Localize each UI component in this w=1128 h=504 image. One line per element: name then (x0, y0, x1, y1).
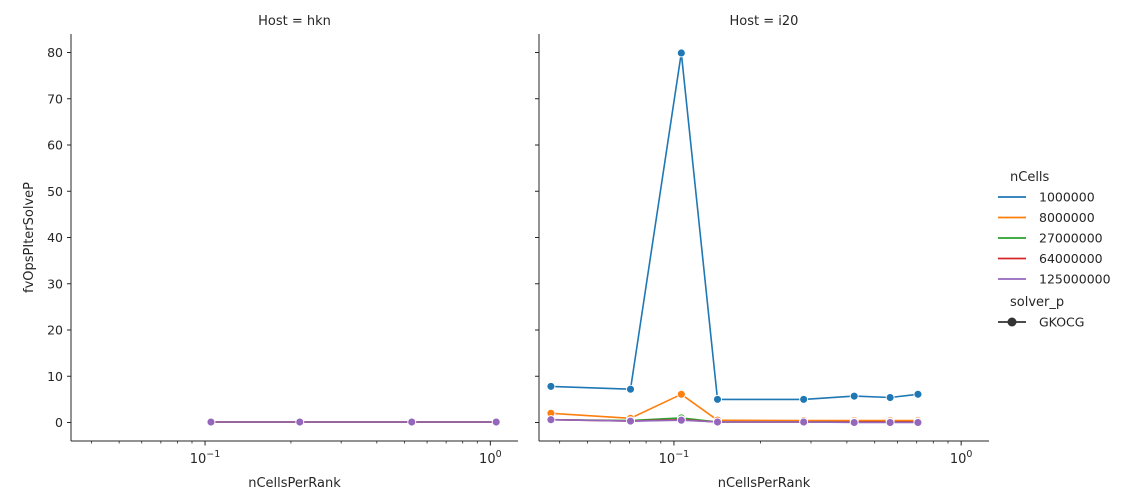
data-point (491, 417, 501, 427)
series-125000000 (206, 417, 501, 427)
data-point (849, 391, 859, 401)
y-tick-label: 60 (47, 138, 63, 153)
x-tick-label: 100 (950, 449, 973, 467)
legend: nCells 1000000 8000000 27000000 64000000 1250… (998, 170, 1111, 330)
data-point (626, 416, 635, 426)
data-point (913, 418, 923, 427)
y-tick-label: 0 (55, 415, 63, 430)
y-axis-label: fvOpsPIterSolveP (22, 182, 37, 293)
data-point (407, 417, 417, 427)
facet-title: Host = i20 (730, 14, 799, 29)
y-tick-label: 30 (47, 276, 63, 291)
data-point (546, 381, 556, 391)
legend-label: 64000000 (1039, 251, 1103, 266)
data-point (676, 415, 686, 425)
series-125000000 (546, 415, 923, 427)
x-axis-label: nCellsPerRank (718, 476, 811, 491)
legend-label: 27000000 (1039, 231, 1103, 246)
panel-1: Host = hkn 0 10 20 30 40 50 60 70 80 10−1 100 nCells… (22, 14, 518, 491)
legend-label: 8000000 (1039, 210, 1095, 225)
x-tick-label: 10−1 (659, 449, 690, 467)
data-point (713, 394, 722, 404)
legend-label: 125000000 (1039, 272, 1111, 287)
legend-title: nCells (1010, 170, 1050, 185)
y-tick-label: 40 (47, 230, 63, 245)
y-tick-label: 80 (47, 45, 63, 60)
legend-marker (1007, 317, 1017, 327)
legend-label: GKOCG (1039, 315, 1084, 330)
data-point (799, 417, 809, 427)
data-point (913, 389, 923, 399)
data-point (885, 393, 895, 402)
data-point (713, 417, 722, 427)
facet-title: Host = hkn (258, 14, 331, 29)
x-tick-label: 100 (479, 449, 502, 467)
data-point (295, 417, 305, 427)
y-tick-label: 70 (47, 91, 63, 106)
data-point (676, 389, 686, 399)
data-point (885, 418, 895, 427)
legend-label: 1000000 (1039, 190, 1095, 205)
y-tick-label: 50 (47, 184, 63, 199)
panel-2: Host = i20 10−1 100 nCellsPerRank (535, 14, 989, 491)
x-tick-label: 10−1 (190, 449, 221, 467)
series-line (550, 418, 918, 424)
data-point (206, 417, 216, 427)
y-tick-label: 10 (47, 369, 63, 384)
series-line (550, 393, 918, 422)
data-point (626, 384, 635, 394)
data-point (676, 48, 686, 58)
y-tick-label: 20 (47, 323, 63, 338)
data-point (849, 418, 859, 427)
legend-subtitle: solver_p (1010, 295, 1064, 310)
series-1000000 (546, 48, 923, 404)
data-point (799, 394, 809, 404)
x-axis-label: nCellsPerRank (248, 476, 341, 491)
data-point (546, 415, 556, 425)
series-line (550, 52, 918, 401)
